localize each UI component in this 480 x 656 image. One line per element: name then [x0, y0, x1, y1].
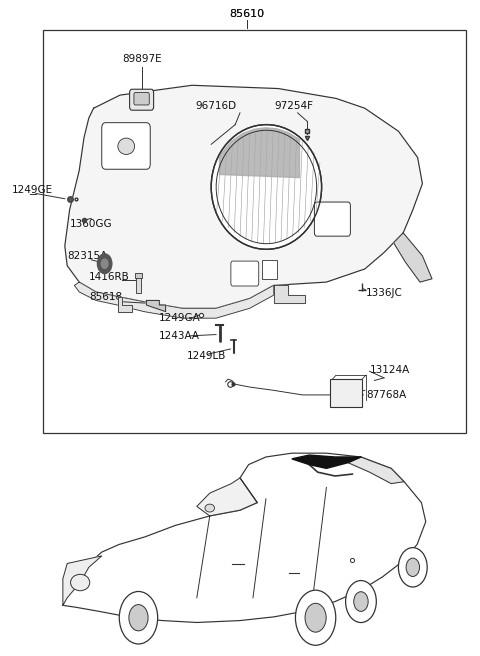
Text: 1249GE: 1249GE — [12, 185, 53, 195]
Polygon shape — [118, 297, 132, 312]
FancyBboxPatch shape — [102, 123, 150, 169]
Text: 1249GA: 1249GA — [158, 312, 200, 323]
Text: 89897E: 89897E — [122, 54, 161, 64]
Circle shape — [101, 259, 108, 268]
FancyBboxPatch shape — [130, 89, 154, 110]
Circle shape — [97, 254, 112, 274]
FancyBboxPatch shape — [231, 261, 259, 286]
Ellipse shape — [211, 125, 322, 249]
Bar — [136, 277, 141, 293]
Circle shape — [354, 592, 368, 611]
Text: 85618: 85618 — [89, 291, 122, 302]
Circle shape — [305, 604, 326, 632]
Text: 1416RB: 1416RB — [89, 272, 130, 282]
Polygon shape — [274, 285, 305, 303]
Polygon shape — [65, 85, 422, 308]
Polygon shape — [197, 478, 257, 516]
Text: 96716D: 96716D — [195, 101, 237, 112]
Polygon shape — [146, 300, 166, 312]
Circle shape — [129, 605, 148, 631]
Text: 82315A: 82315A — [67, 251, 108, 261]
Bar — [262, 260, 277, 279]
FancyBboxPatch shape — [314, 202, 350, 236]
Polygon shape — [74, 282, 274, 318]
Polygon shape — [394, 233, 432, 282]
Polygon shape — [348, 457, 404, 483]
Text: 85610: 85610 — [229, 9, 265, 20]
Circle shape — [120, 592, 157, 644]
FancyBboxPatch shape — [134, 92, 149, 105]
Circle shape — [346, 581, 376, 623]
Text: 87768A: 87768A — [366, 390, 406, 400]
Circle shape — [406, 558, 420, 577]
Ellipse shape — [205, 504, 215, 512]
Text: 1243AA: 1243AA — [158, 331, 199, 341]
Polygon shape — [219, 128, 300, 178]
Text: 13124A: 13124A — [370, 365, 410, 375]
Bar — [135, 273, 142, 278]
Polygon shape — [63, 453, 426, 623]
Polygon shape — [292, 455, 361, 468]
Ellipse shape — [118, 138, 134, 155]
Text: 1360GG: 1360GG — [70, 219, 112, 230]
Circle shape — [398, 548, 427, 587]
Text: 85610: 85610 — [229, 9, 265, 20]
Text: 1336JC: 1336JC — [366, 287, 403, 298]
Circle shape — [295, 590, 336, 646]
Ellipse shape — [71, 575, 90, 590]
Polygon shape — [63, 556, 102, 605]
FancyBboxPatch shape — [330, 379, 362, 407]
Bar — [43, 30, 466, 433]
Text: 1249LB: 1249LB — [187, 350, 227, 361]
Text: 97254F: 97254F — [274, 101, 313, 112]
